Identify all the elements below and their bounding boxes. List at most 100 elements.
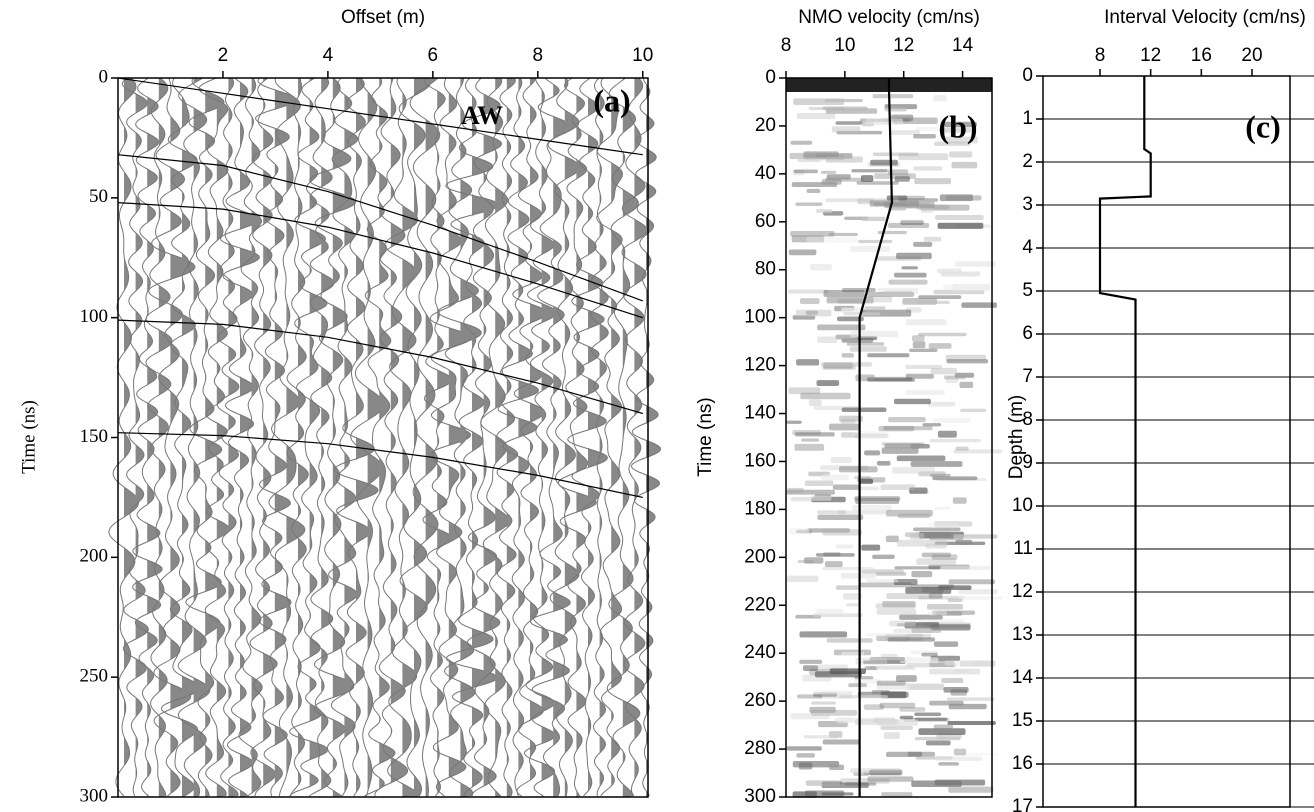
semblance-streak bbox=[858, 486, 880, 491]
semblance-streak bbox=[858, 239, 893, 244]
semblance-streak bbox=[946, 359, 989, 364]
semblance-streak bbox=[792, 761, 840, 768]
semblance-streak bbox=[816, 380, 840, 387]
semblance-streak bbox=[878, 425, 915, 432]
semblance-streak bbox=[822, 739, 860, 745]
semblance-streak bbox=[815, 609, 844, 615]
trace-line bbox=[590, 77, 609, 797]
semblance-streak bbox=[887, 169, 909, 176]
semblance-streak bbox=[921, 552, 951, 558]
semblance-streak bbox=[864, 450, 881, 456]
semblance-streak bbox=[906, 319, 947, 326]
semblance-streak bbox=[926, 604, 963, 610]
trace-fill bbox=[321, 78, 334, 797]
semblance-streak bbox=[888, 416, 926, 423]
semblance-streak bbox=[860, 175, 874, 183]
trace-line bbox=[384, 77, 420, 797]
trace-line bbox=[496, 77, 519, 797]
trace-fill bbox=[205, 78, 225, 797]
y-tick-label: 120 bbox=[744, 355, 776, 376]
semblance-streak bbox=[888, 205, 907, 211]
semblance-streak bbox=[930, 367, 958, 375]
trace-fill bbox=[564, 78, 580, 797]
y-tick-label: 10 bbox=[1012, 495, 1033, 516]
wiggle-traces bbox=[108, 77, 661, 797]
semblance-streak bbox=[896, 539, 948, 547]
semblance-streak bbox=[935, 756, 983, 761]
semblance-streak bbox=[884, 107, 908, 112]
semblance-streak bbox=[841, 651, 865, 656]
trace-fill bbox=[228, 78, 239, 797]
semblance-streak bbox=[787, 487, 804, 493]
trace-line bbox=[547, 77, 581, 797]
y-tick-label: 17 bbox=[1012, 796, 1033, 812]
semblance-streak bbox=[789, 152, 816, 160]
semblance-streak bbox=[817, 324, 866, 331]
semblance-streak bbox=[918, 332, 967, 337]
semblance-streak bbox=[921, 652, 938, 657]
semblance-streak bbox=[825, 198, 874, 203]
semblance-streak bbox=[809, 706, 836, 713]
semblance-streak bbox=[914, 712, 942, 717]
y-axis-label: Time (ns) bbox=[695, 397, 716, 477]
trace-line bbox=[177, 77, 211, 797]
semblance-streak bbox=[958, 589, 998, 595]
semblance-streak bbox=[837, 298, 865, 305]
semblance-streak bbox=[944, 121, 977, 128]
trace-fill bbox=[506, 78, 518, 797]
semblance-streak bbox=[928, 610, 948, 616]
semblance-streak bbox=[894, 398, 931, 405]
semblance-streak bbox=[886, 751, 923, 757]
semblance-streak bbox=[820, 362, 873, 367]
semblance-streak bbox=[930, 473, 951, 478]
semblance-streak bbox=[872, 94, 914, 99]
semblance-streak bbox=[906, 307, 922, 313]
semblance-streak bbox=[790, 231, 835, 237]
semblance-streak bbox=[848, 683, 868, 688]
trace-line bbox=[185, 77, 225, 797]
y-tick-label: 300 bbox=[744, 786, 776, 807]
trace-line bbox=[148, 77, 196, 797]
semblance-streak bbox=[849, 246, 890, 252]
trace-line bbox=[216, 77, 240, 797]
semblance-streak bbox=[909, 487, 928, 494]
semblance-streak bbox=[790, 713, 830, 720]
trace-line bbox=[198, 77, 230, 797]
y-tick-label: 280 bbox=[744, 738, 776, 759]
trace-line bbox=[121, 77, 149, 797]
semblance-streak bbox=[806, 236, 858, 243]
trace-line bbox=[108, 77, 140, 797]
semblance-streak bbox=[876, 609, 917, 615]
semblance-streak bbox=[817, 510, 847, 515]
semblance-streak bbox=[901, 266, 919, 270]
semblance-streak bbox=[935, 611, 963, 617]
trace-line bbox=[429, 77, 472, 797]
trace-line bbox=[529, 77, 571, 797]
semblance-streak bbox=[952, 283, 991, 291]
semblance-streak bbox=[916, 300, 950, 304]
semblance-streak bbox=[932, 610, 976, 615]
x-axis-label: NMO velocity (cm/ns) bbox=[798, 7, 980, 28]
curve bbox=[858, 78, 894, 797]
trace-fill bbox=[448, 78, 471, 797]
trace-fill bbox=[518, 78, 539, 797]
trace-fill bbox=[472, 78, 499, 797]
trace-line bbox=[409, 77, 441, 797]
x-tick-label: 8 bbox=[781, 35, 792, 56]
semblance-streak bbox=[949, 151, 973, 158]
semblance-streak bbox=[796, 529, 813, 534]
annotation: (c) bbox=[1245, 108, 1281, 144]
curve bbox=[117, 319, 643, 415]
semblance-streak bbox=[899, 715, 914, 720]
semblance-streak bbox=[930, 624, 971, 631]
semblance-streak bbox=[867, 776, 914, 782]
semblance-streak bbox=[786, 489, 835, 495]
semblance-streak bbox=[817, 336, 838, 343]
semblance-streak bbox=[810, 495, 832, 501]
semblance-streak bbox=[880, 484, 916, 490]
trace-line bbox=[523, 77, 558, 797]
y-tick-label: 300 bbox=[80, 785, 109, 806]
semblance-streak bbox=[854, 496, 901, 502]
semblance-streak bbox=[915, 127, 967, 132]
